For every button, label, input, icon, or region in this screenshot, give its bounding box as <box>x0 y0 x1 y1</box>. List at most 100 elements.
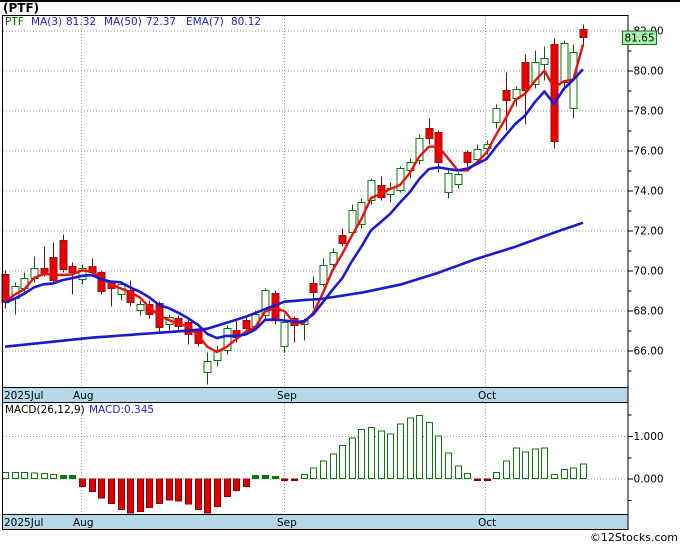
macd-bar-positive <box>349 437 356 480</box>
macd-bar-positive <box>580 463 587 480</box>
macd-bar-negative <box>214 478 221 507</box>
candle-body-down <box>550 44 559 143</box>
macd-bar-positive <box>407 417 414 480</box>
macd-tick-label: 0.000 <box>634 474 664 486</box>
candle-body-up <box>560 43 569 84</box>
macd-bar-positive <box>320 460 327 480</box>
candle-body-down <box>521 62 530 92</box>
top-border <box>0 0 680 2</box>
candle-body-down <box>49 257 58 282</box>
macd-month-label: Oct <box>478 517 496 529</box>
macd-bar-negative <box>89 478 96 492</box>
macd-bar-positive <box>50 473 57 480</box>
macd-bar-positive <box>12 471 19 480</box>
macd-bar-positive <box>445 452 452 480</box>
price-tick-label: 70.00 <box>634 266 664 278</box>
candle-body-down <box>126 290 135 304</box>
macd-bar-negative <box>166 478 173 501</box>
macd-bar-positive <box>435 435 442 480</box>
macd-bar-positive <box>570 467 577 480</box>
macd-bar-positive <box>513 447 520 480</box>
macd-bar-negative <box>291 478 298 482</box>
macd-bar-positive <box>493 471 500 480</box>
candle-body-up <box>261 290 270 317</box>
macd-bar-negative <box>118 478 125 510</box>
macd-bar-negative <box>156 478 163 504</box>
macd-tick-label: 1.000 <box>634 431 664 443</box>
macd-bar-positive <box>532 448 539 480</box>
ma50-line <box>4 221 584 348</box>
macd-bar-negative <box>243 478 250 487</box>
price-tick-label: 72.00 <box>634 226 664 238</box>
macd-bar-negative <box>108 478 115 504</box>
candle-body-down <box>463 152 472 164</box>
macd-bar-negative <box>484 478 491 482</box>
macd-bar-positive <box>358 429 365 480</box>
watermark: ©12Stocks.com <box>590 531 678 544</box>
ema7-line <box>4 68 584 340</box>
macd-bar-positive <box>387 433 394 480</box>
macd-bar-positive <box>368 426 375 480</box>
price-tick-label: 78.00 <box>634 106 664 118</box>
candle-body-up <box>531 62 540 86</box>
macd-bar-positive <box>41 473 48 480</box>
candle-body-up <box>454 174 463 186</box>
macd-bar-positive <box>426 421 433 480</box>
macd-bar-negative <box>233 478 240 492</box>
macd-bar-negative <box>146 478 153 509</box>
symbol-title: (PTF) <box>3 1 39 15</box>
candle-body-down <box>579 29 588 39</box>
macd-bar-negative <box>137 478 144 512</box>
macd-month-label: 2025Jul <box>4 517 43 529</box>
candle-body-up <box>136 304 145 312</box>
candle-body-down <box>242 320 251 330</box>
candle-body-up <box>444 173 453 194</box>
current-price-badge: 81.65 <box>622 30 657 45</box>
candle-body-up <box>223 328 232 352</box>
legend-ema7-value: 80.12 <box>231 16 261 28</box>
macd-bar-positive <box>397 423 404 480</box>
macd-bar-negative <box>79 478 86 487</box>
candle-body-up <box>203 361 212 374</box>
macd-bar-positive <box>455 465 462 480</box>
legend-ma3-label: MA(3) <box>31 16 62 28</box>
legend-ema7-label: EMA(7) <box>186 16 224 28</box>
macd-name: MACD(26,12,9) <box>5 404 85 416</box>
macd-bar-positive <box>522 451 529 480</box>
candle-body-down <box>59 240 68 271</box>
macd-bar-positive <box>310 467 317 480</box>
macd-legend: MACD(26,12,9) MACD:0.345 <box>5 404 154 416</box>
macd-xaxis-band <box>2 514 629 530</box>
candle-body-up <box>492 108 501 124</box>
macd-month-label: Aug <box>73 517 94 529</box>
xaxis-band <box>2 387 629 403</box>
macd-bar-positive <box>31 472 38 480</box>
candle-body-down <box>425 128 434 140</box>
macd-month-label: Sep <box>277 517 297 529</box>
macd-bar-negative <box>127 478 134 514</box>
legend-symbol: PTF <box>5 16 24 28</box>
macd-bar-negative <box>204 478 211 514</box>
macd-bar-negative <box>224 478 231 498</box>
overlay-legend: PTF MA(3) 81.32 MA(50) 72.37 EMA(7) 80.12 <box>5 16 261 28</box>
macd-bar-negative <box>175 478 182 502</box>
macd-bar-positive <box>60 474 67 480</box>
macd-bar-negative <box>474 478 481 482</box>
macd-bar-positive <box>561 468 568 480</box>
month-label: 2025Jul <box>4 390 43 402</box>
month-label: Oct <box>478 390 496 402</box>
macd-bar-positive <box>339 444 346 480</box>
candle-body-down <box>68 266 77 274</box>
macd-bar-negative <box>281 478 288 482</box>
macd-bar-positive <box>330 453 337 480</box>
macd-bar-positive <box>541 447 548 480</box>
macd-bar-positive <box>378 430 385 480</box>
candle-body-down <box>309 283 318 294</box>
price-tick-label: 80.00 <box>634 66 664 78</box>
candle-body-up <box>367 180 376 202</box>
macd-bar-negative <box>185 478 192 505</box>
macd-bar-positive <box>21 472 28 480</box>
price-tick-label: 74.00 <box>634 186 664 198</box>
macd-bar-positive <box>252 475 259 480</box>
